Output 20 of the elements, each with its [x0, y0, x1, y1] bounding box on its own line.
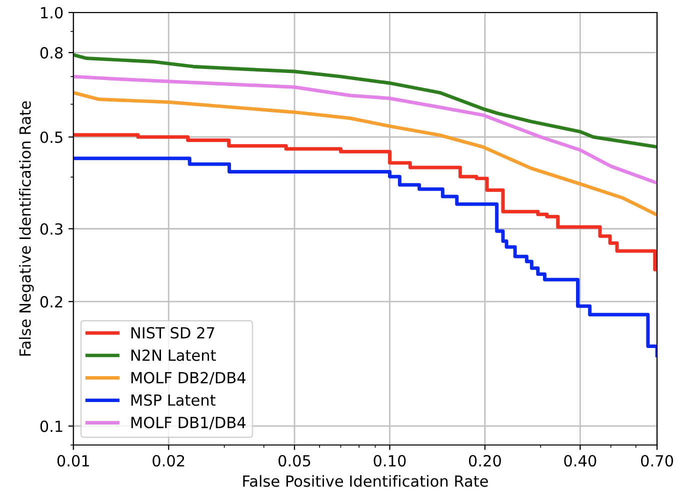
legend-label: MOLF DB1/DB4 — [131, 416, 246, 430]
x-tick-label: 0.10 — [374, 454, 406, 467]
legend-label: NIST SD 27 — [131, 327, 214, 339]
x-axis-title: False Positive Identification Rate — [243, 475, 488, 487]
x-tick-label: 0.01 — [57, 454, 89, 467]
x-tick-label: 0.70 — [641, 454, 674, 467]
x-tick-label: 0.40 — [564, 454, 596, 467]
y-tick-label: 0.5 — [40, 131, 62, 144]
legend-label: MSP Latent — [131, 394, 216, 406]
x-tick-label: 0.05 — [278, 454, 310, 467]
y-axis-title: False Negative Identification Rate — [19, 101, 34, 356]
y-tick-label: 1.0 — [41, 6, 63, 19]
y-tick-label: 0.8 — [40, 47, 63, 59]
y-tick-label: 0.1 — [40, 420, 62, 432]
y-tick-label: 0.3 — [40, 223, 62, 235]
x-tick-label: 0.20 — [468, 454, 501, 467]
legend-label: N2N Latent — [131, 349, 216, 362]
y-tick-label: 0.2 — [40, 296, 62, 308]
legend-label: MOLF DB2/DB4 — [131, 372, 246, 385]
x-tick-label: 0.02 — [152, 454, 184, 467]
